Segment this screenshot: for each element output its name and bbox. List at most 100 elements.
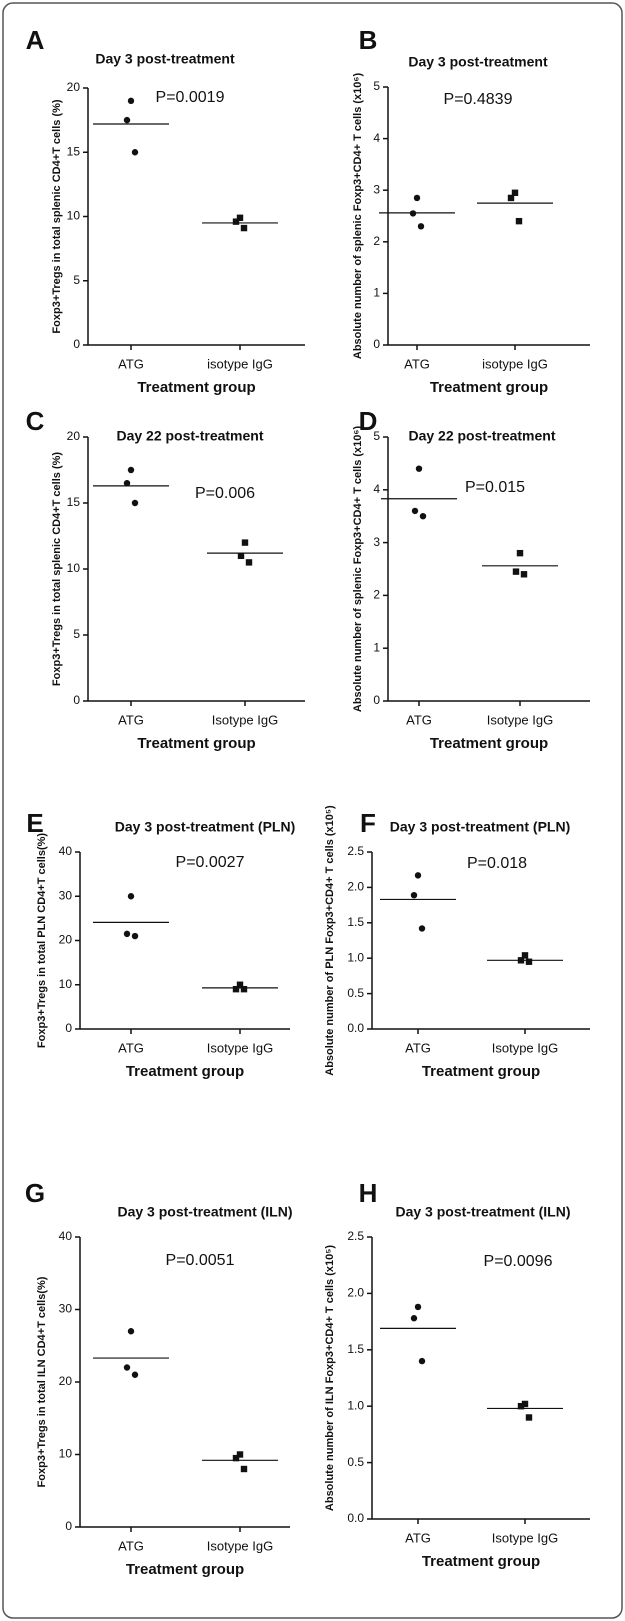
y-tick-label: 2.5 <box>347 844 364 858</box>
p-value: P=0.0027 <box>176 854 245 871</box>
point <box>236 981 244 988</box>
panel-letter: E <box>26 808 43 838</box>
y-tick-label: 10 <box>59 977 73 991</box>
y-tick-label: 0 <box>65 1021 72 1035</box>
y-tick-label: 1.5 <box>347 915 364 929</box>
x-tick-label: ATG <box>118 1040 144 1055</box>
point <box>123 930 131 938</box>
y-tick-label: 4 <box>373 482 380 496</box>
panel-title: Day 3 post-treatment (ILN) <box>395 1204 570 1220</box>
point <box>241 539 249 546</box>
panel-title: Day 3 post-treatment (PLN) <box>390 819 570 835</box>
point <box>232 218 240 225</box>
point <box>521 1400 529 1408</box>
point <box>414 872 422 879</box>
y-tick-label: 10 <box>59 1447 73 1461</box>
y-axis-label: Absolute number of ILN Foxp3+CD4+ T cell… <box>324 1245 336 1512</box>
point <box>127 466 135 474</box>
x-tick-label: Isotype IgG <box>487 712 553 727</box>
y-tick-label: 0 <box>65 1519 72 1533</box>
y-tick-label: 40 <box>59 844 73 858</box>
y-tick-label: 3 <box>373 182 380 196</box>
p-value: P=0.006 <box>195 485 255 502</box>
point <box>512 568 520 575</box>
y-tick-label: 0 <box>73 337 80 351</box>
point <box>525 1414 533 1421</box>
y-tick-label: 5 <box>373 79 380 93</box>
y-axis-label: Foxp3+Tregs in total splenic CD4+T cells… <box>51 452 63 686</box>
y-tick-label: 20 <box>67 80 81 94</box>
y-tick-label: 0.5 <box>347 1455 364 1469</box>
x-tick-label: ATG <box>118 356 144 371</box>
p-value: P=0.0051 <box>166 1252 235 1269</box>
y-tick-label: 10 <box>67 561 81 575</box>
x-tick-label: Isotype IgG <box>492 1040 558 1055</box>
x-tick-label: Isotype IgG <box>207 1040 273 1055</box>
x-axis-label: Treatment group <box>126 1063 244 1080</box>
p-value: P=0.0096 <box>484 1253 553 1270</box>
y-tick-label: 20 <box>67 429 81 443</box>
panel-letter: C <box>26 406 45 436</box>
y-tick-label: 20 <box>59 933 73 947</box>
point <box>236 214 244 221</box>
point <box>131 149 139 156</box>
x-axis-label: Treatment group <box>126 1561 244 1578</box>
panel-title: Day 3 post-treatment (PLN) <box>115 819 295 835</box>
x-axis-label: Treatment group <box>430 735 548 752</box>
y-tick-label: 2 <box>373 234 380 248</box>
point <box>507 194 515 202</box>
y-tick-label: 2 <box>373 588 380 602</box>
y-tick-label: 30 <box>59 1302 73 1316</box>
point <box>127 97 135 105</box>
panel-letter: G <box>25 1178 45 1208</box>
point <box>410 1315 418 1322</box>
point <box>123 480 131 487</box>
x-tick-label: isotype IgG <box>482 356 548 371</box>
point <box>418 1357 426 1365</box>
panel-letter: D <box>359 406 378 436</box>
point <box>237 552 245 559</box>
point <box>245 559 253 566</box>
y-tick-label: 0 <box>373 693 380 707</box>
point <box>411 507 419 515</box>
y-axis-label: Foxp3+Tregs in total splenic CD4+T cells… <box>51 99 63 333</box>
point <box>131 499 139 507</box>
point <box>409 210 417 217</box>
x-axis-label: Treatment group <box>137 379 255 396</box>
y-tick-label: 15 <box>67 144 81 158</box>
p-value: P=0.015 <box>465 479 525 496</box>
point <box>232 1454 240 1462</box>
point <box>240 1465 248 1473</box>
y-tick-label: 1.0 <box>347 1398 364 1412</box>
x-axis-label: Treatment group <box>137 735 255 752</box>
panel-letter: H <box>359 1178 378 1208</box>
x-tick-label: ATG <box>405 1530 431 1545</box>
x-tick-label: isotype IgG <box>207 356 273 371</box>
y-tick-label: 2.5 <box>347 1229 364 1243</box>
y-tick-label: 20 <box>59 1374 73 1388</box>
point <box>520 571 528 578</box>
x-tick-label: ATG <box>118 712 144 727</box>
y-tick-label: 2.0 <box>347 1286 364 1300</box>
panel-title: Day 3 post-treatment <box>95 51 235 67</box>
y-tick-label: 5 <box>73 273 80 287</box>
point <box>413 194 421 202</box>
point <box>419 513 427 520</box>
x-axis-label: Treatment group <box>430 379 548 396</box>
point <box>414 1303 422 1311</box>
point <box>415 465 423 472</box>
y-axis-label: Foxp3+Tregs in total ILN CD4+T cells(%) <box>36 1276 48 1487</box>
point <box>240 224 248 232</box>
point <box>236 1451 244 1458</box>
y-tick-label: 1.5 <box>347 1342 364 1356</box>
point <box>517 957 525 964</box>
point <box>511 189 519 196</box>
y-tick-label: 2.0 <box>347 880 364 894</box>
point <box>127 1328 135 1335</box>
p-value: P=0.4839 <box>444 91 513 108</box>
point <box>131 932 139 940</box>
y-tick-label: 0.0 <box>347 1021 364 1035</box>
point <box>123 1364 131 1371</box>
y-tick-label: 5 <box>73 627 80 641</box>
